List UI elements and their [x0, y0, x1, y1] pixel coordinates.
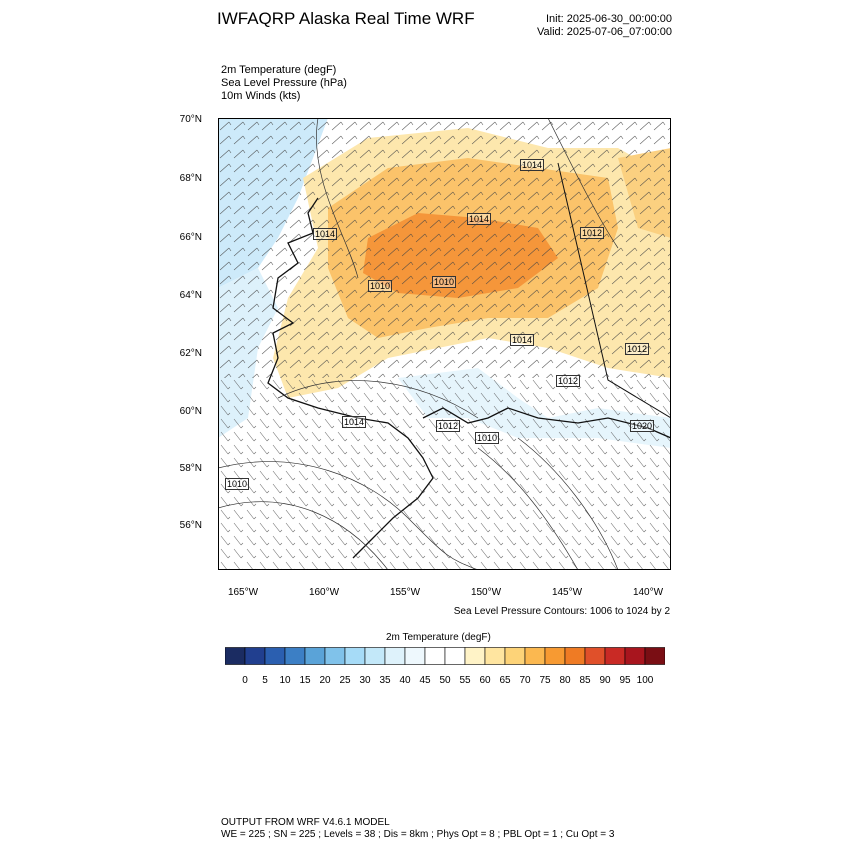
- colorbar-swatch: [444, 647, 466, 665]
- colorbar-tick-label: 10: [279, 675, 291, 686]
- weather-map: [218, 118, 671, 570]
- valid-time: Valid: 2025-07-06_07:00:00: [537, 26, 672, 38]
- colorbar-tick-label: 5: [262, 675, 268, 686]
- contour-label: 1014: [342, 416, 367, 428]
- lon-label-160: 160°W: [308, 587, 340, 598]
- contour-label: 1012: [436, 420, 461, 432]
- init-time: Init: 2025-06-30_00:00:00: [546, 13, 672, 25]
- colorbar-tick-label: 90: [599, 675, 611, 686]
- lon-label-140: 140°W: [632, 587, 664, 598]
- colorbar-tick-label: 30: [359, 675, 371, 686]
- contour-label: 1014: [467, 213, 492, 225]
- colorbar-swatch: [604, 647, 626, 665]
- lat-label-60: 60°N: [179, 406, 202, 417]
- colorbar-tick-label: 75: [539, 675, 551, 686]
- footer-settings: WE = 225 ; SN = 225 ; Levels = 38 ; Dis …: [221, 829, 615, 840]
- field-label-temperature: 2m Temperature (degF): [221, 64, 337, 76]
- footer-model: OUTPUT FROM WRF V4.6.1 MODEL: [221, 817, 390, 828]
- colorbar-tick-label: 35: [379, 675, 391, 686]
- field-label-pressure: Sea Level Pressure (hPa): [221, 77, 347, 89]
- colorbar-swatch: [504, 647, 526, 665]
- isobars: [218, 118, 619, 570]
- colorbar-tick-label: 25: [339, 675, 351, 686]
- contour-label: 1014: [520, 159, 545, 171]
- lat-label-68: 68°N: [179, 173, 202, 184]
- colorbar-tick-label: 85: [579, 675, 591, 686]
- lat-label-66: 66°N: [179, 232, 202, 243]
- colorbar-swatch: [484, 647, 506, 665]
- lat-label-64: 64°N: [179, 290, 202, 301]
- colorbar-tick-label: 60: [479, 675, 491, 686]
- colorbar-tick-label: 0: [242, 675, 248, 686]
- contour-label: 1012: [625, 343, 650, 355]
- slp-contour-note: Sea Level Pressure Contours: 1006 to 102…: [453, 606, 670, 617]
- page-title: IWFAQRP Alaska Real Time WRF: [217, 9, 475, 28]
- colorbar-swatch: [624, 647, 646, 665]
- colorbar-tick-label: 100: [636, 675, 654, 686]
- colorbar-tick-label: 15: [299, 675, 311, 686]
- colorbar-swatch: [284, 647, 306, 665]
- lat-label-56: 56°N: [179, 520, 202, 531]
- colorbar-tick-label: 20: [319, 675, 331, 686]
- colorbar-tick-label: 45: [419, 675, 431, 686]
- colorbar-swatch: [344, 647, 366, 665]
- lon-label-155: 155°W: [389, 587, 421, 598]
- border-line: [557, 162, 671, 419]
- colorbar-tick-label: 50: [439, 675, 451, 686]
- colorbar-tick-label: 65: [499, 675, 511, 686]
- colorbar: [225, 647, 665, 665]
- contour-label: 1010: [432, 276, 457, 288]
- lon-label-165: 165°W: [227, 587, 259, 598]
- coastline: [267, 197, 671, 559]
- colorbar-swatch: [364, 647, 386, 665]
- colorbar-tick-label: 80: [559, 675, 571, 686]
- colorbar-swatch: [404, 647, 426, 665]
- colorbar-swatch: [264, 647, 286, 665]
- colorbar-tick-label: 55: [459, 675, 471, 686]
- colorbar-swatch: [225, 647, 246, 665]
- colorbar-swatch: [464, 647, 486, 665]
- colorbar-swatch: [644, 647, 665, 665]
- contour-label: 1020: [630, 420, 655, 432]
- contour-label: 1010: [225, 478, 250, 490]
- colorbar-swatch: [584, 647, 606, 665]
- colorbar-swatch: [524, 647, 546, 665]
- lon-label-145: 145°W: [551, 587, 583, 598]
- contour-label: 1010: [475, 432, 500, 444]
- contour-label: 1014: [510, 334, 535, 346]
- colorbar-swatch: [564, 647, 586, 665]
- contour-label: 1012: [556, 375, 581, 387]
- lon-label-150: 150°W: [470, 587, 502, 598]
- colorbar-tick-label: 40: [399, 675, 411, 686]
- colorbar-swatch: [324, 647, 346, 665]
- contour-label: 1010: [368, 280, 393, 292]
- contour-label: 1014: [313, 228, 338, 240]
- lat-label-62: 62°N: [179, 348, 202, 359]
- colorbar-tick-label: 70: [519, 675, 531, 686]
- colorbar-tick-label: 95: [619, 675, 631, 686]
- colorbar-swatch: [424, 647, 446, 665]
- colorbar-title: 2m Temperature (degF): [386, 632, 491, 643]
- colorbar-swatch: [244, 647, 266, 665]
- field-label-winds: 10m Winds (kts): [221, 90, 301, 102]
- colorbar-swatch: [544, 647, 566, 665]
- colorbar-swatch: [304, 647, 326, 665]
- lat-label-70: 70°N: [179, 114, 202, 125]
- colorbar-swatch: [384, 647, 406, 665]
- contour-label: 1012: [580, 227, 605, 239]
- lat-label-58: 58°N: [179, 463, 202, 474]
